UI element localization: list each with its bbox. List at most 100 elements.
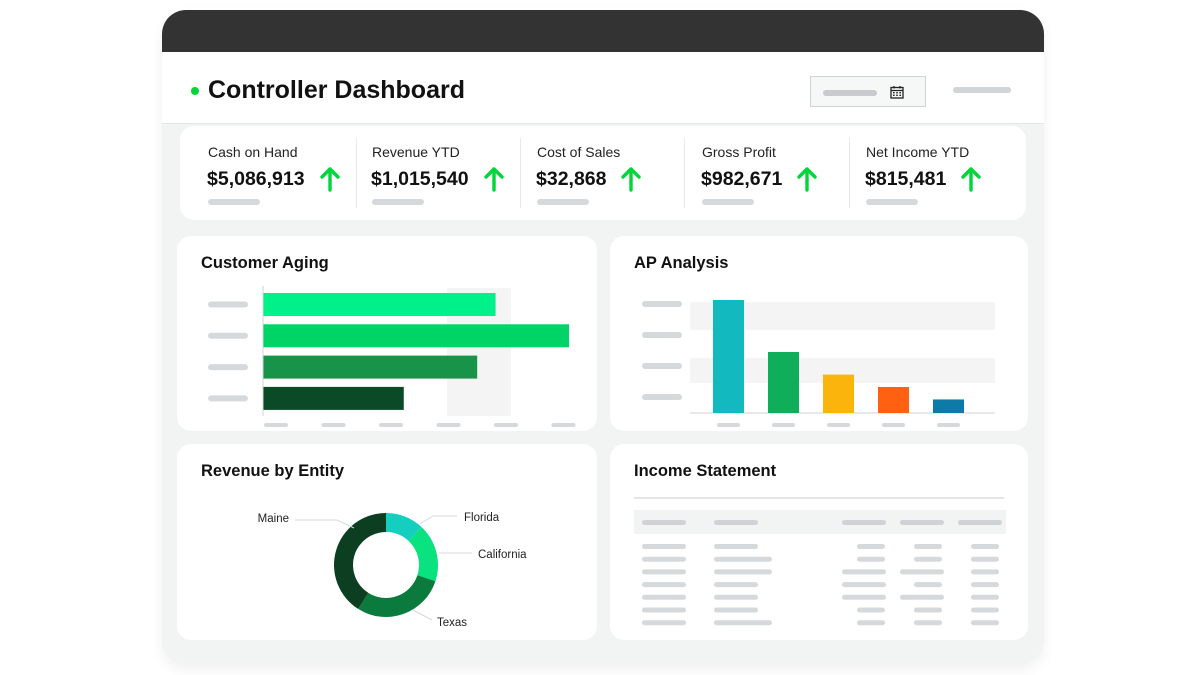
trend-up-arrow-icon <box>484 167 504 192</box>
entity-slice[interactable] <box>408 527 438 582</box>
page-title: Controller Dashboard <box>208 76 465 104</box>
y-axis-label-placeholder <box>642 363 682 369</box>
kpi-label: Gross Profit <box>702 144 776 160</box>
table-cell-placeholder <box>914 544 942 549</box>
ap-bar[interactable] <box>713 300 744 413</box>
leader-line <box>412 609 433 621</box>
ap-bar[interactable] <box>878 387 909 413</box>
header-cell-placeholder <box>900 520 944 525</box>
y-axis-label-placeholder <box>208 301 248 308</box>
leader-line <box>295 519 355 529</box>
aging-bar[interactable] <box>263 324 569 348</box>
header-menu-placeholder[interactable] <box>953 87 1011 93</box>
x-tick-placeholder <box>882 423 905 427</box>
ap-bar[interactable] <box>768 351 799 413</box>
header-cell-placeholder <box>714 520 758 525</box>
kpi-net-income-ytd[interactable]: Net Income YTD $815,481 <box>838 126 1018 220</box>
kpi-value: $32,868 <box>536 168 607 190</box>
aging-bar[interactable] <box>263 386 404 410</box>
table-cell-placeholder <box>971 582 999 588</box>
kpi-subtext-placeholder <box>208 199 260 205</box>
table-cell-placeholder <box>857 620 885 626</box>
y-axis-label-placeholder <box>208 395 248 402</box>
aging-bar[interactable] <box>263 293 496 316</box>
table-cell-placeholder <box>914 556 942 562</box>
kpi-gross-profit[interactable]: Gross Profit $982,671 <box>674 126 844 220</box>
table-cell-placeholder <box>842 582 886 588</box>
slice-label: Texas <box>437 617 467 629</box>
kpi-subtext-placeholder <box>866 199 918 205</box>
kpi-subtext-placeholder <box>537 199 589 205</box>
ap-bar[interactable] <box>823 374 854 413</box>
slice-label: Maine <box>258 513 289 525</box>
trend-up-arrow-icon <box>320 167 340 192</box>
slice-label: California <box>478 549 527 561</box>
table-cell-placeholder <box>971 594 999 600</box>
table-cell-placeholder <box>714 607 758 613</box>
status-dot-icon <box>191 87 199 95</box>
x-tick-placeholder <box>494 423 518 427</box>
kpi-divider <box>849 138 850 208</box>
dashboard-window: Controller Dashboard Cash on Hand $5,086… <box>162 10 1044 664</box>
y-axis-label-placeholder <box>642 394 682 400</box>
entity-slice[interactable] <box>333 513 386 609</box>
header-cell-placeholder <box>642 520 686 525</box>
kpi-revenue-ytd[interactable]: Revenue YTD $1,015,540 <box>344 126 514 220</box>
kpi-strip: Cash on Hand $5,086,913 Revenue YTD $1,0… <box>180 126 1026 220</box>
ap-analysis-panel[interactable]: AP Analysis <box>610 236 1028 431</box>
y-axis-label-placeholder <box>642 332 682 338</box>
header-cell-placeholder <box>958 520 1002 525</box>
income-statement-table <box>634 497 1006 626</box>
x-tick-placeholder <box>772 423 795 427</box>
table-cell-placeholder <box>714 620 772 626</box>
table-cell-placeholder <box>914 607 942 613</box>
ap-analysis-chart <box>642 300 995 427</box>
aging-bar[interactable] <box>263 355 478 379</box>
entity-slice[interactable] <box>358 575 436 617</box>
table-cell-placeholder <box>842 569 886 575</box>
y-axis-label-placeholder <box>208 364 248 371</box>
table-cell-placeholder <box>714 582 758 588</box>
y-axis-label-placeholder <box>642 301 682 307</box>
kpi-label: Net Income YTD <box>866 144 970 160</box>
trend-up-arrow-icon <box>621 167 641 192</box>
kpi-value: $1,015,540 <box>371 168 469 190</box>
kpi-cash-on-hand[interactable]: Cash on Hand $5,086,913 <box>180 126 354 220</box>
leader-line <box>419 515 457 525</box>
revenue-by-entity-panel[interactable]: Revenue by Entity Florida California Texas… <box>177 444 597 640</box>
kpi-label: Cash on Hand <box>208 144 298 160</box>
table-cell-placeholder <box>900 569 944 575</box>
x-tick-placeholder <box>436 423 461 427</box>
revenue-by-entity-chart: Florida California Texas Maine <box>258 512 528 629</box>
kpi-cost-of-sales[interactable]: Cost of Sales $32,868 <box>509 126 679 220</box>
date-picker[interactable] <box>810 76 926 107</box>
kpi-subtext-placeholder <box>702 199 754 205</box>
table-cell-placeholder <box>642 620 686 626</box>
table-cell-placeholder <box>857 556 885 562</box>
x-tick-placeholder <box>937 423 960 427</box>
date-placeholder <box>823 90 877 96</box>
customer-aging-panel[interactable]: Customer Aging <box>177 236 597 431</box>
kpi-value: $5,086,913 <box>207 168 305 190</box>
x-tick-placeholder <box>717 423 740 427</box>
panel-title: Revenue by Entity <box>201 462 345 480</box>
entity-slice[interactable] <box>386 513 422 541</box>
table-cell-placeholder <box>714 556 772 562</box>
ap-bar[interactable] <box>933 399 964 413</box>
kpi-divider <box>684 138 685 208</box>
income-statement-panel[interactable]: Income Statement <box>610 444 1028 640</box>
table-cell-placeholder <box>971 607 999 613</box>
kpi-divider <box>520 138 521 208</box>
table-cell-placeholder <box>714 569 772 575</box>
calendar-icon <box>890 86 904 99</box>
table-cell-placeholder <box>642 544 686 549</box>
table-cell-placeholder <box>714 544 758 549</box>
x-tick-placeholder <box>551 423 576 427</box>
kpi-value: $982,671 <box>701 168 783 190</box>
kpi-divider <box>356 138 357 208</box>
table-cell-placeholder <box>642 582 686 588</box>
table-cell-placeholder <box>842 594 886 600</box>
table-cell-placeholder <box>900 594 944 600</box>
window-top-bar <box>162 10 1044 52</box>
dashboard-header: Controller Dashboard <box>162 52 1044 124</box>
